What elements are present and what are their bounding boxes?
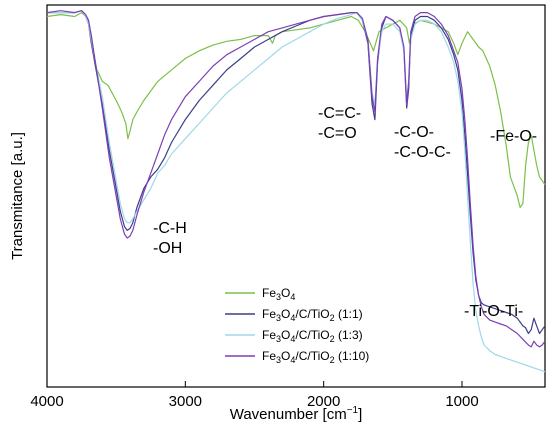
legend-label: Fe3O4/C/TiO2 (1:3) <box>262 328 363 344</box>
x-tick-label: 4000 <box>30 393 63 410</box>
x-tick-label: 1000 <box>445 393 478 410</box>
annotations: -C-H -OH -C=C- -C=O -C-O- -C-O-C- -Fe-O- -Ti-O-… <box>153 105 537 320</box>
legend: Fe3O4 Fe3O4/C/TiO2 (1:1) Fe3O4/C/TiO2 (1:3… <box>225 286 369 365</box>
x-axis-ticks: 4000 3000 2000 1000 <box>30 381 479 410</box>
legend-label: Fe3O4 <box>262 286 295 302</box>
annotation-label: -C-O-C- <box>394 144 451 161</box>
series-layer <box>46 10 546 373</box>
x-axis-title-sup: −1 <box>347 405 359 416</box>
x-axis-title-end: ] <box>358 406 362 423</box>
annotation-label: -C-H <box>153 220 187 237</box>
annotation-label: -C-O- <box>394 124 434 141</box>
series-line-4 <box>46 10 546 348</box>
series-line-1 <box>46 12 546 209</box>
y-axis-title: Transmitance [a.u.] <box>9 132 26 260</box>
x-axis-title: Wavenumber [cm−1] <box>230 405 363 423</box>
annotation-label: -Fe-O- <box>490 128 537 145</box>
plot-area <box>46 4 546 388</box>
legend-label: Fe3O4/C/TiO2 (1:10) <box>262 349 369 365</box>
x-tick-label: 2000 <box>307 393 340 410</box>
annotation-label: -C=O <box>318 125 357 142</box>
annotation-label: -Ti-O-Ti- <box>464 303 523 320</box>
x-tick-label: 3000 <box>169 393 202 410</box>
annotation-label: -C=C- <box>318 105 361 122</box>
annotation-label: -OH <box>153 240 182 257</box>
x-axis-title-text: Wavenumber [cm <box>230 406 347 423</box>
legend-label: Fe3O4/C/TiO2 (1:1) <box>262 307 363 323</box>
